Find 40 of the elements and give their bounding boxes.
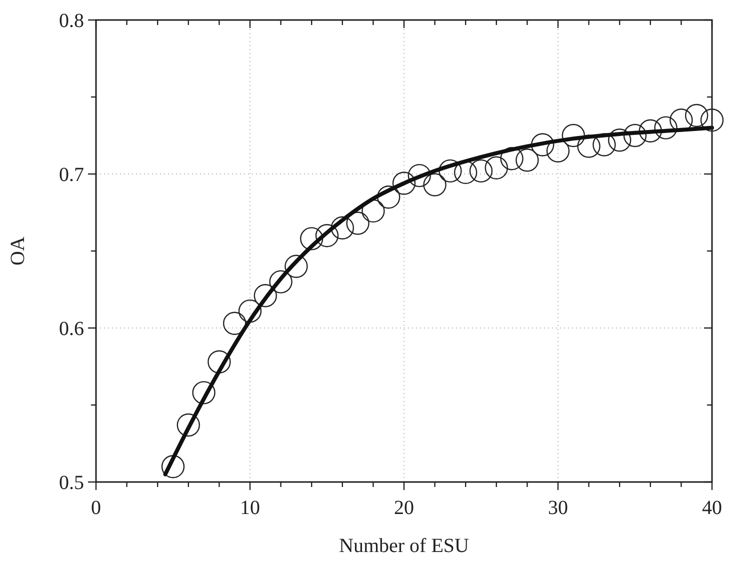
- point: [516, 148, 539, 172]
- point: [562, 124, 585, 148]
- x-tick-label: 10: [240, 497, 260, 519]
- point: [300, 227, 324, 250]
- point: [469, 159, 493, 183]
- point: [176, 413, 200, 437]
- point: [438, 159, 462, 183]
- point: [161, 455, 185, 478]
- y-tick-label: 0.5: [59, 472, 84, 494]
- x-tick-label: 20: [394, 497, 414, 519]
- x-tick-label: 30: [548, 497, 568, 519]
- y-tick-label: 0.7: [59, 164, 84, 186]
- point: [638, 119, 662, 142]
- point: [208, 350, 231, 374]
- point: [346, 212, 370, 235]
- point: [238, 299, 262, 323]
- point: [623, 124, 647, 148]
- point: [269, 270, 292, 294]
- x-tick-label: 40: [702, 497, 722, 519]
- point: [377, 186, 400, 209]
- point: [192, 381, 216, 404]
- point: [685, 104, 708, 128]
- point: [330, 216, 354, 240]
- point: [654, 116, 678, 140]
- point: [392, 172, 416, 195]
- point: [254, 284, 277, 308]
- point: [500, 147, 524, 170]
- y-tick-label: 0.6: [59, 318, 84, 340]
- point: [284, 254, 308, 278]
- point: [700, 108, 724, 132]
- y-axis-title: OA: [7, 236, 29, 266]
- point: [531, 133, 554, 156]
- point: [423, 173, 446, 196]
- point: [484, 156, 508, 180]
- point: [408, 164, 431, 188]
- x-tick-label: 0: [91, 497, 101, 519]
- x-axis-title: Number of ESU: [339, 535, 470, 557]
- point: [608, 128, 632, 152]
- point: [315, 224, 339, 248]
- y-tick-label: 0.8: [59, 10, 84, 32]
